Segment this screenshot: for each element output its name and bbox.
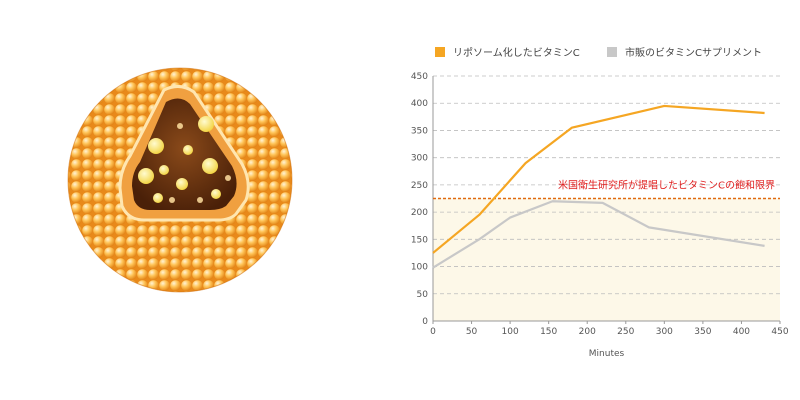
saturation-area (433, 198, 780, 321)
x-tick-label: 450 (771, 327, 788, 337)
x-tick-label: 50 (466, 327, 478, 337)
y-tick-label: 0 (422, 317, 428, 327)
legend-label-1: リポソーム化したビタミンC (453, 46, 580, 59)
legend-swatch-1 (435, 47, 445, 57)
y-tick-label: 250 (411, 181, 428, 191)
legend-label-2: 市販のビタミンCサプリメント (625, 46, 762, 59)
legend-swatch-2 (607, 47, 617, 57)
x-tick-label: 0 (430, 327, 436, 337)
liposome-illustration (67, 67, 293, 293)
x-tick-label: 350 (694, 327, 711, 337)
y-tick-label: 200 (411, 208, 428, 218)
y-tick-label: 350 (411, 126, 428, 136)
y-tick-label: 300 (411, 154, 428, 164)
y-tick-label: 400 (411, 99, 428, 109)
absorption-chart: 0 50 100 150 200 250 300 350 400 450 0 50 100 150 200 2… (411, 46, 789, 359)
x-tick-label: 150 (540, 327, 557, 337)
x-tick-label: 200 (579, 327, 596, 337)
y-tick-label: 150 (411, 235, 428, 245)
y-tick-label: 50 (417, 290, 429, 300)
x-axis-label: Minutes (589, 349, 625, 359)
y-tick-label: 100 (411, 263, 428, 273)
y-tick-label: 450 (411, 72, 428, 82)
x-tick-label: 100 (502, 327, 519, 337)
x-tick-label: 400 (733, 327, 750, 337)
x-tick-label: 250 (617, 327, 634, 337)
series-line-2 (432, 200, 765, 269)
saturation-annotation: 米国衛生研究所が提唱したビタミンCの飽和限界 (558, 179, 775, 192)
x-tick-label: 300 (656, 327, 673, 337)
series-line-1 (432, 104, 765, 254)
